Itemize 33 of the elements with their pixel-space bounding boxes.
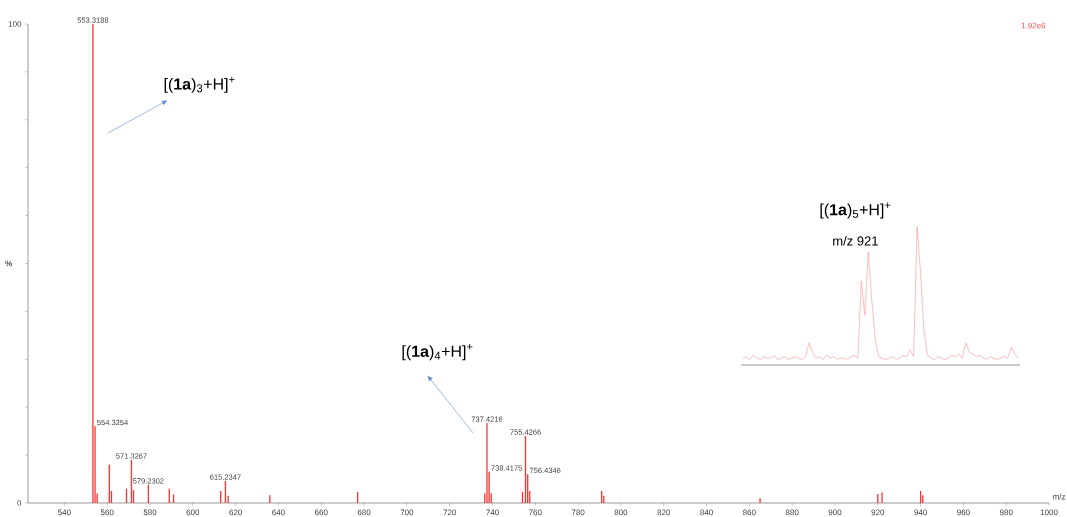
x-tick-label: 960 <box>957 509 970 516</box>
x-tick-label: 700 <box>400 509 414 516</box>
x-tick-label: 860 <box>743 509 756 516</box>
chart-title: [(1a)$_{5}$+H]$^{+}$ <box>820 202 891 219</box>
x-tick-label: 600 <box>186 509 200 516</box>
x-tick-label: 1000 <box>1040 509 1058 516</box>
x-tick-label: 940 <box>914 509 927 516</box>
y-tick-label: 100 <box>8 21 22 27</box>
y-tick-label: 0 <box>17 500 22 506</box>
text: m/z 921 <box>833 236 878 246</box>
x-tick-label: 980 <box>999 509 1013 516</box>
x-tick-label: 560 <box>100 509 114 516</box>
x-tick-label: 720 <box>443 509 457 516</box>
x-tick-label: 900 <box>828 509 842 516</box>
x-tick-label: 760 <box>529 509 542 516</box>
x-tick-label: 660 <box>314 509 328 516</box>
x-tick-label: 880 <box>785 509 799 516</box>
x-tick-label: 580 <box>143 509 157 516</box>
x-tick-label: 740 <box>486 509 499 516</box>
x-tick-label: 540 <box>58 509 71 516</box>
x-tick-label: 800 <box>614 509 628 516</box>
x-tick-label: 680 <box>357 509 371 516</box>
x-tick-label: 780 <box>571 509 585 516</box>
annotation: 1.92e6 <box>1021 22 1046 29</box>
x-tick-label: 920 <box>871 509 885 516</box>
annotation: [(1a)$_{4}$+H]$^{+}$ <box>402 344 473 361</box>
x-tick-label: 820 <box>657 509 671 516</box>
y-axis-title: % <box>5 260 12 267</box>
x-tick-label: 840 <box>700 509 713 516</box>
x-tick-label: 640 <box>272 509 285 516</box>
annotation: [(1a)$_{3}$+H]$^{+}$ <box>164 76 235 93</box>
x-tick-label: 620 <box>229 509 242 516</box>
x-axis-title: m/z <box>1053 493 1066 500</box>
